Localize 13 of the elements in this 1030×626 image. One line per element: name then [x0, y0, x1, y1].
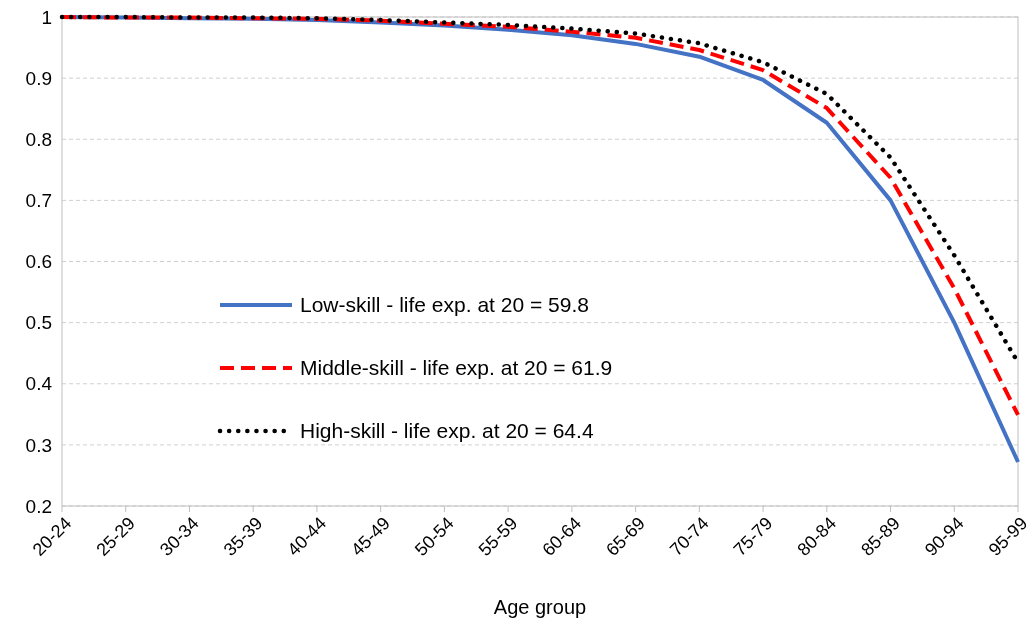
- y-tick-label: 0.4: [25, 373, 53, 395]
- y-tick-label: 0.9: [25, 67, 52, 89]
- y-tick-label: 0.6: [25, 251, 52, 273]
- y-tick-label: 0.3: [25, 434, 52, 456]
- x-axis-title: Age group: [493, 596, 587, 618]
- y-tick-label: 1: [41, 6, 52, 28]
- y-tick-label: 0.2: [25, 495, 52, 517]
- y-tick-label: 0.5: [25, 312, 52, 334]
- y-tick-label: 0.8: [25, 128, 52, 150]
- legend-label: Low-skill - life exp. at 20 = 59.8: [300, 293, 589, 317]
- legend-label: Middle-skill - life exp. at 20 = 61.9: [300, 356, 613, 380]
- y-tick-label: 0.7: [25, 190, 52, 212]
- legend-label: High-skill - life exp. at 20 = 64.4: [300, 419, 594, 443]
